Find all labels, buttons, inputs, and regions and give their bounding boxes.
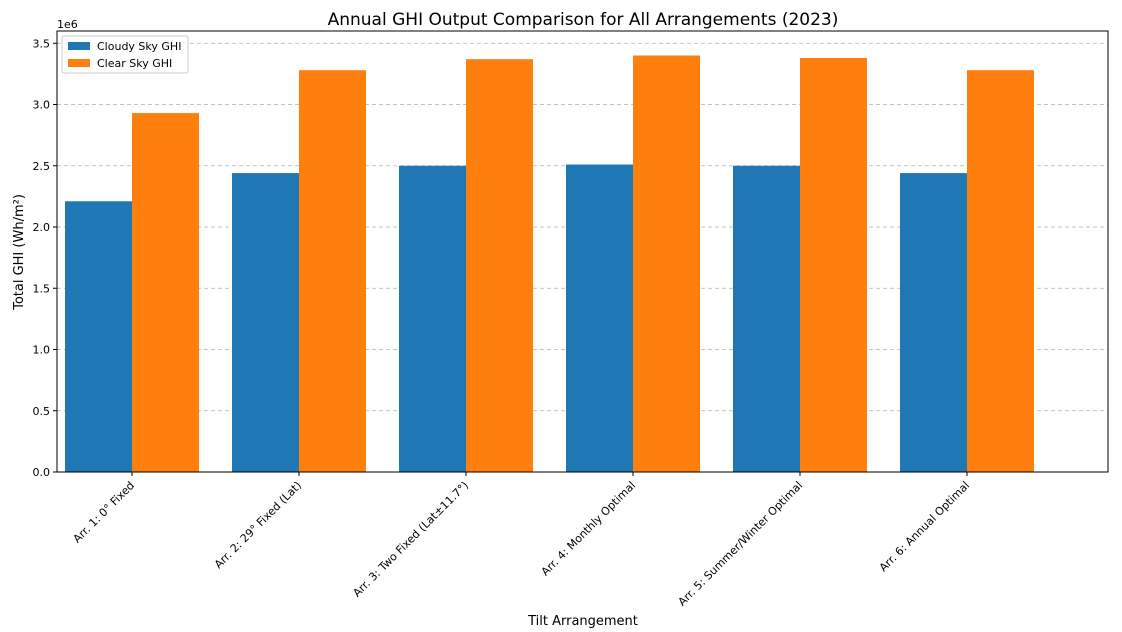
y-tick-label: 1.5 — [33, 282, 51, 295]
y-tick-label: 3.5 — [33, 37, 51, 50]
x-tick-label: Arr. 3: Two Fixed (Lat±11.7°) — [350, 479, 471, 600]
plot-frame — [56, 30, 1109, 473]
bar-clear-sky — [466, 59, 533, 473]
x-tick-label: Arr. 5: Summer/Winter Optimal — [676, 479, 806, 609]
bar-cloudy-sky — [232, 173, 299, 472]
y-tick-label: 0.5 — [33, 405, 51, 418]
chart-title: Annual GHI Output Comparison for All Arr… — [328, 10, 839, 30]
bar-clear-sky — [299, 70, 366, 472]
legend: Cloudy Sky GHI Clear Sky GHI — [61, 35, 189, 74]
legend-label-cloudy: Cloudy Sky GHI — [97, 40, 181, 53]
legend-label-clear: Clear Sky GHI — [97, 57, 172, 70]
bar-cloudy-sky — [399, 165, 466, 472]
x-tick-label: Arr. 1: 0° Fixed — [71, 479, 138, 546]
x-tick-label: Arr. 6: Annual Optimal — [877, 479, 972, 574]
x-tick-label: Arr. 4: Monthly Optimal — [539, 479, 638, 578]
y-tick-label: 2.0 — [33, 221, 51, 234]
bar-cloudy-sky — [566, 164, 633, 472]
bar-clear-sky — [132, 113, 199, 472]
y-tick-label: 2.5 — [33, 160, 51, 173]
x-tick-label: Arr. 2: 29° Fixed (Lat) — [212, 479, 304, 571]
y-axis-label: Total GHI (Wh/m²) — [12, 194, 27, 311]
bar-cloudy-sky — [733, 165, 800, 472]
bars — [65, 55, 1034, 473]
bar-clear-sky — [967, 70, 1034, 472]
y-tick-label: 0.0 — [33, 466, 51, 479]
x-axis-label: Tilt Arrangement — [527, 614, 638, 629]
y-axis-ticks: 0.0 0.5 1.0 1.5 2.0 2.5 3.0 3.5 — [33, 37, 57, 479]
legend-swatch-cloudy — [68, 42, 90, 50]
legend-box — [61, 35, 189, 74]
bar-cloudy-sky — [65, 201, 132, 472]
y-tick-label: 3.0 — [33, 99, 51, 112]
y-tick-label: 1.0 — [33, 344, 51, 357]
x-axis-ticks: Arr. 1: 0° Fixed Arr. 2: 29° Fixed (Lat) A… — [71, 472, 972, 609]
bar-cloudy-sky — [900, 173, 967, 472]
bar-clear-sky — [633, 55, 700, 472]
bar-clear-sky — [800, 57, 867, 472]
y-offset-label: 1e6 — [57, 18, 78, 31]
legend-swatch-clear — [68, 59, 90, 67]
